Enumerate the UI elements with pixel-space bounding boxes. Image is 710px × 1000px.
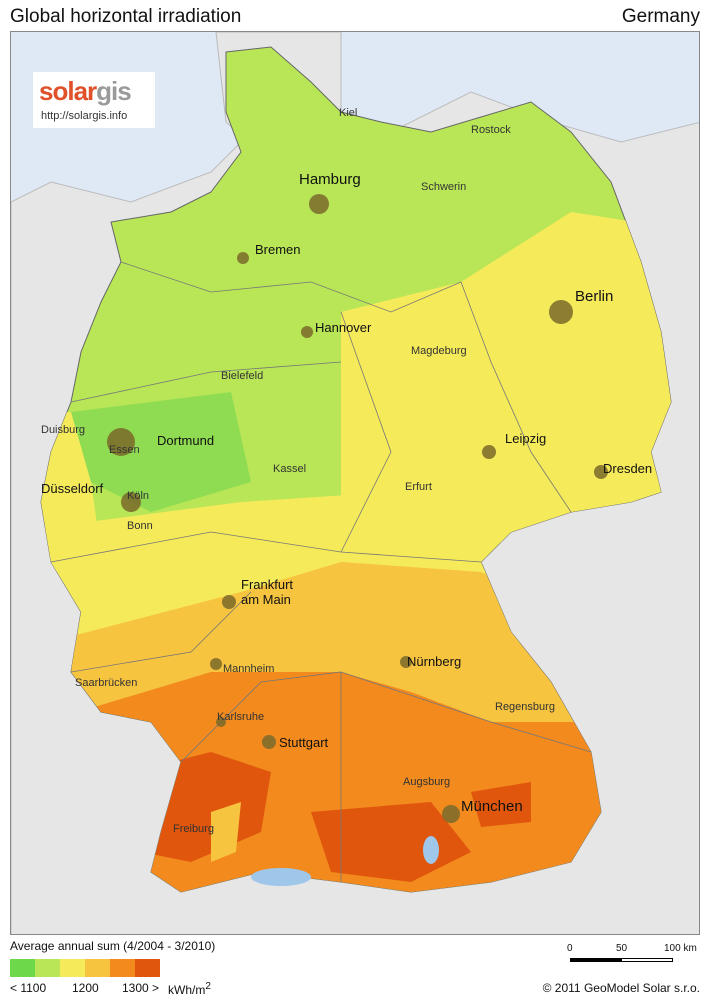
city-label-kiel: Kiel [339,107,358,119]
scale-tick-0: 0 [567,943,573,954]
city-label-stuttgart: Stuttgart [279,735,329,750]
legend-swatch [35,959,60,977]
city-label-dresden: Dresden [603,461,653,476]
city-label-bielefeld: Bielefeld [221,370,264,382]
legend-label-mid: 1200 [72,981,99,995]
city-label-augsburg: Augsburg [403,776,451,788]
city-label-leipzig: Leipzig [505,431,547,446]
country-name: Germany [621,6,700,27]
legend-color-scale [10,959,160,977]
legend-swatch [85,959,110,977]
legend-label-low: < 1100 [10,981,47,995]
city-label-saarbruecken: Saarbrücken [75,677,138,689]
scale-tick-50: 50 [616,943,628,954]
city-label-muenchen: München [461,798,523,815]
city-label-hamburg: Hamburg [299,171,361,188]
logo-part-solar: solar [39,76,97,106]
city-label-kassel: Kassel [273,463,307,475]
legend-unit-text: kWh/m [168,983,206,997]
city-label-freiburg: Freiburg [173,823,214,835]
logo-url-link[interactable]: http://solargis.info [41,110,128,122]
solargis-logo[interactable]: solargis http://solargis.info [33,72,155,128]
city-label-karlsruhe: Karlsruhe [217,711,265,723]
map-title: Global horizontal irradiation [10,6,242,27]
city-label-hannover: Hannover [315,320,372,335]
map-graphic [11,32,699,934]
city-label-koeln: Köln [127,490,150,502]
scale-tick-100: 100 km [664,943,697,954]
legend-swatch [110,959,135,977]
logo-wordmark: solargis [39,76,132,107]
legend-swatch [60,959,85,977]
legend-unit: kWh/m2 [168,981,211,997]
city-label-bremen: Bremen [255,242,301,257]
scale-bar [570,958,673,962]
city-label-erfurt: Erfurt [405,481,432,493]
legend-swatch [10,959,35,977]
legend-label-high: 1300 > [122,981,160,995]
city-label-regensburg: Regensburg [495,701,555,713]
city-label-bonn: Bonn [127,520,153,532]
copyright-notice: © 2011 GeoModel Solar s.r.o. [542,981,700,995]
map-footer: Average annual sum (4/2004 - 3/2010) < 1… [0,935,710,1000]
city-label-nuernberg: Nürnberg [407,654,462,669]
city-label-mannheim: Mannheim [223,663,275,675]
legend-title: Average annual sum (4/2004 - 3/2010) [10,939,216,953]
city-label-magdeburg: Magdeburg [411,345,467,357]
legend-unit-exponent: 2 [205,981,211,992]
scale-bar-widget: 0 50 100 km [567,943,698,973]
irradiation-map[interactable]: solargis http://solargis.info Kiel Rosto… [10,31,700,935]
legend-swatch [135,959,160,977]
city-label-schwerin: Schwerin [421,181,467,193]
city-label-dortmund: Dortmund [157,433,215,448]
logo-part-gis: gis [96,76,132,106]
city-label-berlin: Berlin [575,288,614,305]
city-label-essen: Essen [109,444,140,456]
city-label-duisburg: Duisburg [41,424,86,436]
city-label-frankfurt: Frankfurt am Main [241,577,294,607]
city-label-duesseldorf: Düsseldorf [41,481,104,496]
city-label-rostock: Rostock [471,124,511,136]
